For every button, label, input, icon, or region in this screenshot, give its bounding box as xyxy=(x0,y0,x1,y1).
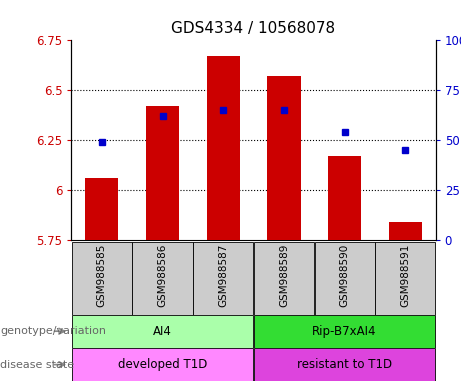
Bar xyxy=(254,315,435,348)
Bar xyxy=(314,242,375,315)
Bar xyxy=(267,76,301,240)
Bar xyxy=(85,178,118,240)
Text: Rip-B7xAI4: Rip-B7xAI4 xyxy=(313,325,377,338)
Text: GSM988591: GSM988591 xyxy=(400,244,410,308)
Text: GSM988585: GSM988585 xyxy=(97,244,107,308)
Bar xyxy=(207,56,240,240)
Bar xyxy=(72,315,253,348)
Text: AI4: AI4 xyxy=(153,325,172,338)
Text: disease state: disease state xyxy=(0,359,74,370)
Bar xyxy=(72,348,253,381)
Text: GSM988586: GSM988586 xyxy=(158,244,167,308)
Text: GSM988590: GSM988590 xyxy=(340,244,349,307)
Text: genotype/variation: genotype/variation xyxy=(0,326,106,336)
Title: GDS4334 / 10568078: GDS4334 / 10568078 xyxy=(171,22,336,36)
Bar xyxy=(72,242,132,315)
Bar xyxy=(254,242,314,315)
Bar xyxy=(389,222,422,240)
Text: resistant to T1D: resistant to T1D xyxy=(297,358,392,371)
Bar xyxy=(254,348,435,381)
Bar xyxy=(375,242,435,315)
Bar xyxy=(132,242,193,315)
Text: GSM988587: GSM988587 xyxy=(218,244,228,308)
Text: developed T1D: developed T1D xyxy=(118,358,207,371)
Text: GSM988589: GSM988589 xyxy=(279,244,289,308)
Bar xyxy=(193,242,253,315)
Bar xyxy=(328,156,361,240)
Bar xyxy=(146,106,179,240)
